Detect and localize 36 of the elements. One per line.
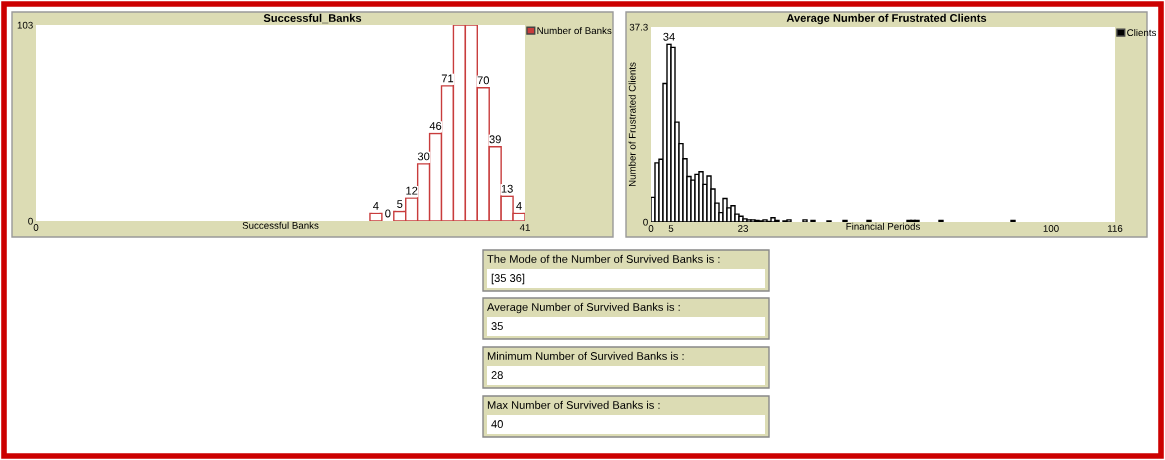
chart-title: Average Number of Frustrated Clients [786, 13, 987, 25]
data-label: 39 [489, 135, 501, 144]
data-label: 4 [373, 202, 379, 210]
x-tick-label: 116 [1107, 225, 1123, 232]
y-tick-label: 37.3 [629, 23, 648, 31]
text: Average Number of Survived Banks is : [487, 302, 680, 314]
data-label: 34 [663, 32, 675, 41]
x-axis-title: Financial Periods [846, 222, 920, 230]
x-tick-label: 41 [519, 224, 530, 231]
text: [35 36] [491, 273, 525, 285]
data-label: 71 [441, 74, 454, 83]
legend-label: Number of Banks [537, 26, 612, 35]
x-tick-label: 100 [1043, 225, 1059, 232]
text: 28 [491, 371, 503, 379]
x-axis-title: Successful Banks [242, 221, 319, 229]
data-label: 13 [501, 184, 513, 193]
text: Max Number of Survived Banks is : [487, 400, 660, 409]
x-tick-label: 0 [33, 224, 39, 231]
x-tick-label: 23 [738, 225, 748, 232]
legend-label: Clients [1127, 28, 1157, 37]
data-label: 46 [429, 122, 442, 130]
text: 40 [491, 420, 503, 428]
text: 35 [491, 322, 503, 330]
data-label: 4 [516, 202, 522, 210]
data-label: 12 [406, 186, 418, 195]
text: The Mode of the Number of Survived Banks is : [487, 254, 720, 263]
y-tick-label: 103 [17, 21, 33, 29]
x-tick-label: 0 [648, 225, 654, 232]
x-tick-label: 5 [668, 225, 674, 232]
data-label: 70 [477, 76, 489, 85]
data-label: 0 [385, 209, 391, 218]
data-label: 5 [397, 200, 403, 208]
data-label: 30 [417, 152, 430, 161]
text: Minimum Number of Survived Banks is : [487, 351, 684, 360]
chart-title: Successful_Banks [263, 13, 362, 24]
y-axis-title: Number of Frustrated Clients [628, 62, 636, 187]
